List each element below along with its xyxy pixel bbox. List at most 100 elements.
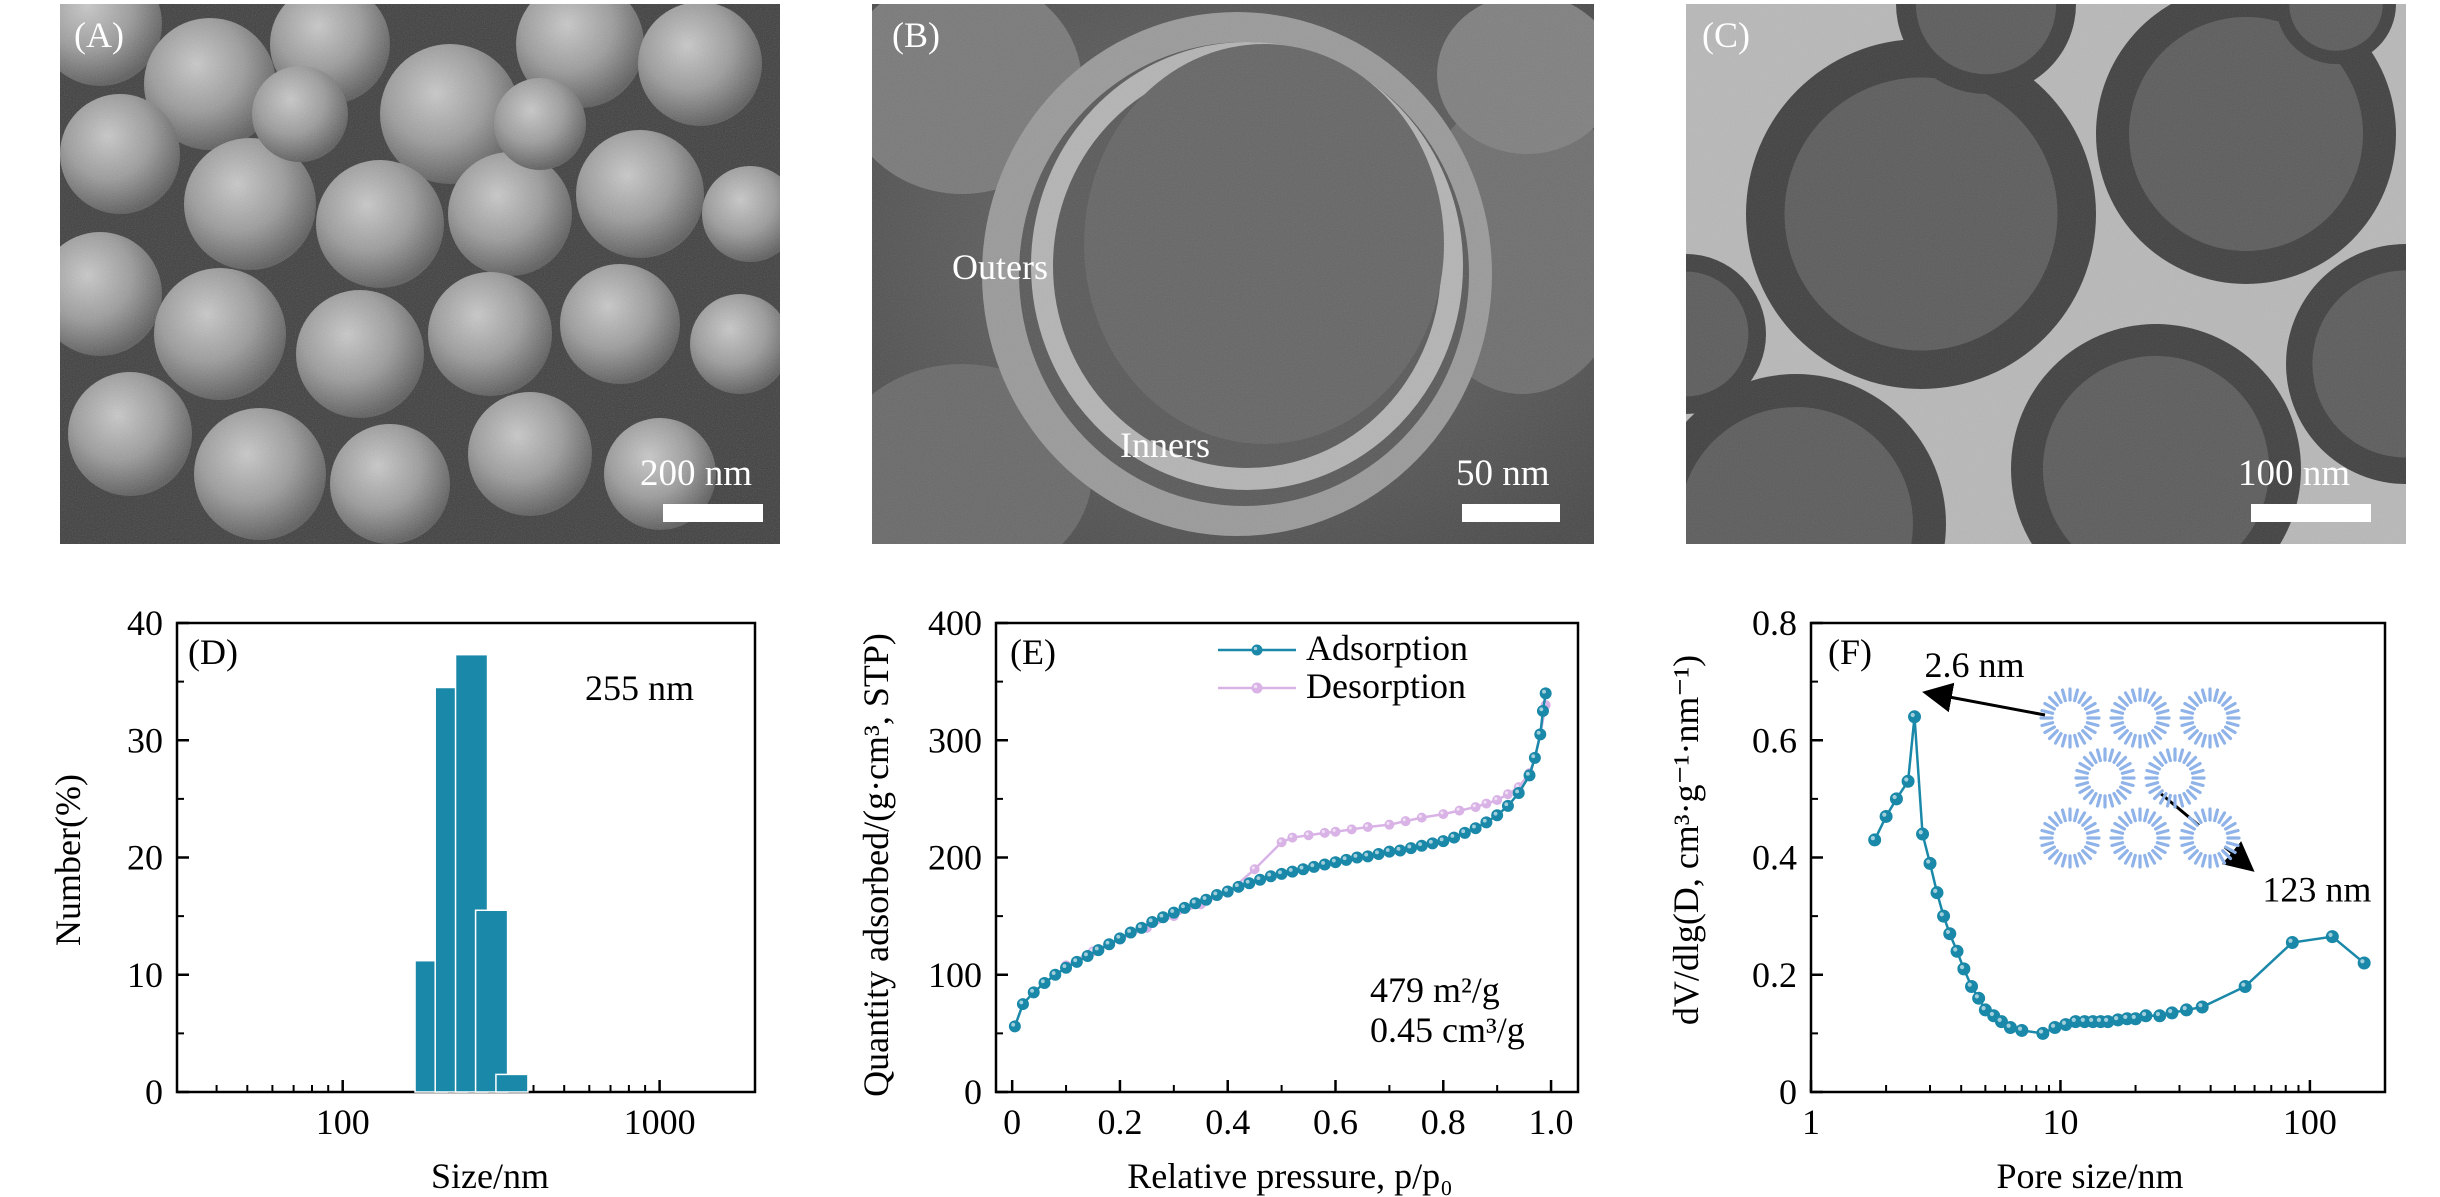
chart-e-annotation-area: 479 m²/g <box>1370 970 1500 1010</box>
adsorption-point <box>1243 877 1256 890</box>
adsorption-point <box>1528 751 1541 764</box>
chart-d-ylabel: Number(%) <box>48 774 88 946</box>
chart-e-xlabel: Relative pressure, p/p₀ <box>1127 1156 1452 1196</box>
pore-distribution-point <box>2139 1009 2153 1023</box>
y-tick-label: 40 <box>127 603 163 643</box>
pore-distribution-point <box>2195 1000 2209 1014</box>
adsorption-point <box>1038 976 1051 989</box>
inners-label: Inners <box>1120 425 1210 465</box>
peak-annotation-small: 2.6 nm <box>1925 645 2025 685</box>
pore-distribution-point <box>2165 1006 2179 1020</box>
desorption-point <box>1400 816 1411 827</box>
chart-d: (D) 255 nm Number(%) Size/nm 100 1000 0 10 2… <box>48 603 757 1196</box>
panel-c-scale-bar <box>2251 504 2371 522</box>
chart-f-xlabel: Pore size/nm <box>1997 1156 2184 1196</box>
adsorption-point <box>1415 839 1428 852</box>
adsorption-point <box>1480 816 1493 829</box>
panel-a-sem-image: (A) 200 nm <box>60 4 780 544</box>
panel-a-scale-text: 200 nm <box>640 453 753 494</box>
pore-distribution-point <box>2048 1021 2062 1035</box>
desorption-point <box>1303 830 1314 841</box>
adsorption-point <box>1113 932 1126 945</box>
inset-sphere <box>2039 807 2101 869</box>
desorption-point <box>1346 824 1357 835</box>
panel-b-label: (B) <box>892 15 940 55</box>
pore-distribution-point <box>2325 930 2339 944</box>
adsorption-point <box>1318 858 1331 871</box>
chart-f: (F) dV/dlg(D, cm³·g⁻¹·nm⁻¹) Pore size/nm… <box>1666 603 2387 1196</box>
adsorption-point <box>1254 873 1267 886</box>
adsorption-point <box>1264 870 1277 883</box>
adsorption-point <box>1027 986 1040 999</box>
panel-a-scale-bar <box>663 504 763 522</box>
adsorption-point <box>1512 787 1525 800</box>
adsorption-point <box>1049 968 1062 981</box>
desorption-point <box>1276 837 1287 848</box>
chart-e: (E) 479 m²/g 0.45 cm³/g Quantity adsorbe… <box>856 603 1580 1196</box>
pore-distribution-point <box>1943 927 1957 941</box>
adsorption-point <box>1394 844 1407 857</box>
desorption-point <box>1330 826 1341 837</box>
pore-distribution-point <box>1965 979 1979 993</box>
y-tick-label: 0 <box>145 1072 163 1112</box>
adsorption-point <box>1103 938 1116 951</box>
pore-distribution-point <box>2153 1009 2167 1023</box>
inset-sphere <box>2179 687 2241 749</box>
desorption-point <box>1438 809 1449 820</box>
inset-sphere <box>2179 807 2241 869</box>
adsorption-point <box>1539 687 1552 700</box>
inset-sphere <box>2144 747 2206 809</box>
y-tick-label: 0 <box>964 1072 982 1112</box>
panel-b-sem-image: (B) Outers Inners 50 nm <box>872 4 1594 544</box>
adsorption-point <box>1458 826 1471 839</box>
adsorption-point <box>1232 880 1245 893</box>
y-tick-label: 0.4 <box>1752 838 1797 878</box>
adsorption-point <box>1329 856 1342 869</box>
pore-distribution-point <box>1908 710 1922 724</box>
y-tick-label: 0 <box>1779 1072 1797 1112</box>
adsorption-point <box>1523 769 1536 782</box>
desorption-point <box>1492 795 1503 806</box>
y-tick-label: 0.2 <box>1752 955 1797 995</box>
desorption-point <box>1319 827 1330 838</box>
pore-distribution-point <box>1923 856 1937 870</box>
peak-annotation-large: 123 nm <box>2262 870 2371 910</box>
x-tick-label: 100 <box>2283 1102 2337 1142</box>
x-tick-label: 1 <box>1802 1102 1820 1142</box>
desorption-point <box>1481 798 1492 809</box>
adsorption-point <box>1008 1020 1021 1033</box>
adsorption-point <box>1275 867 1288 880</box>
pore-distribution-point <box>1957 962 1971 976</box>
adsorption-point <box>1146 915 1159 928</box>
chart-f-ylabel: dV/dlg(D, cm³·g⁻¹·nm⁻¹) <box>1666 655 1706 1025</box>
chart-f-panel-label: (F) <box>1828 632 1872 672</box>
desorption-point <box>1416 812 1427 823</box>
pore-distribution-point <box>2179 1003 2193 1017</box>
desorption-point <box>1249 864 1260 875</box>
pore-distribution-point <box>1972 991 1986 1005</box>
x-tick-label: 0.4 <box>1205 1102 1250 1142</box>
desorption-point <box>1384 819 1395 830</box>
tem-spheres-image <box>1686 4 2406 544</box>
pore-distribution-point <box>1950 944 1964 958</box>
panel-c-label: (C) <box>1702 15 1750 55</box>
x-tick-label: 10 <box>2042 1102 2078 1142</box>
chart-f-pore-inset <box>2039 687 2241 869</box>
sem-shell-image <box>872 4 1594 544</box>
adsorption-point <box>1501 799 1514 812</box>
pore-distribution-point <box>2015 1023 2029 1037</box>
pore-distribution-point <box>1879 809 1893 823</box>
y-tick-label: 0.8 <box>1752 603 1797 643</box>
chart-d-xlabel: Size/nm <box>431 1156 549 1196</box>
desorption-point <box>1287 832 1298 843</box>
pore-distribution-point <box>2003 1021 2017 1035</box>
pore-distribution-point <box>1901 774 1915 788</box>
x-tick-label: 0.2 <box>1097 1102 1142 1142</box>
panel-c-scale-text: 100 nm <box>2238 453 2351 494</box>
adsorption-point <box>1092 944 1105 957</box>
x-tick-label: 0.8 <box>1421 1102 1466 1142</box>
adsorption-point <box>1351 851 1364 864</box>
outers-label: Outers <box>952 247 1048 287</box>
desorption-point <box>1362 822 1373 833</box>
adsorption-point <box>1307 860 1320 873</box>
